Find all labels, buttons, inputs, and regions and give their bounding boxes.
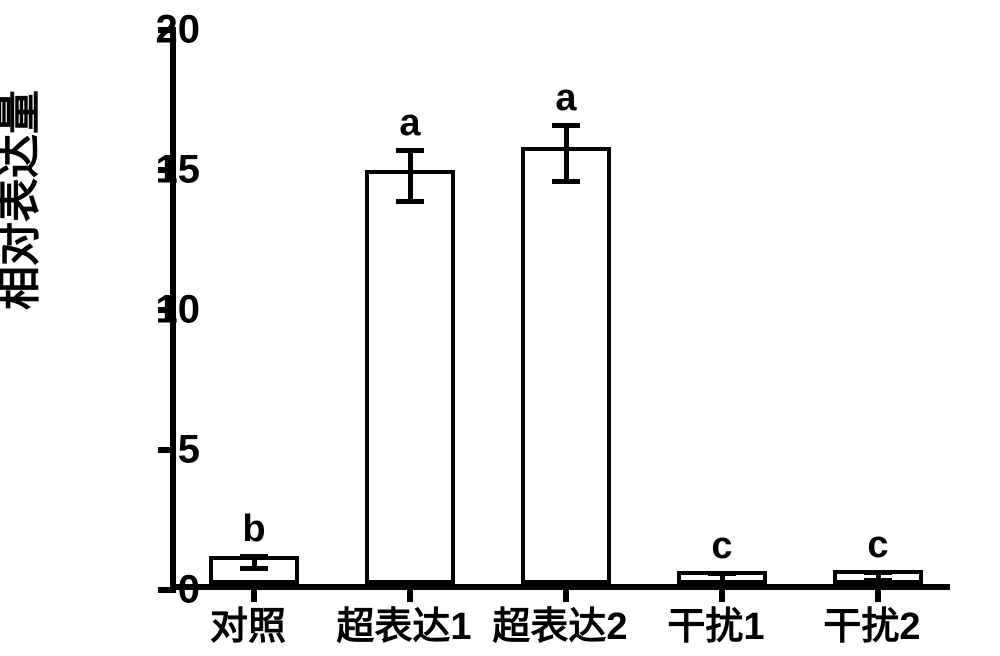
- x-tick-label: 超表达2: [492, 595, 627, 650]
- error-cap-top: [552, 123, 580, 128]
- error-cap-bottom: [240, 566, 268, 571]
- error-cap-bottom: [708, 580, 736, 585]
- significance-label: c: [867, 524, 888, 567]
- y-tick-label: 10: [156, 288, 201, 333]
- significance-label: a: [555, 77, 576, 120]
- x-tick-label: 干扰2: [823, 595, 920, 650]
- y-tick-label: 15: [156, 148, 201, 193]
- significance-label: a: [399, 102, 420, 145]
- chart-container: b a a c c: [170, 30, 950, 590]
- error-cap-top: [396, 148, 424, 153]
- y-tick: [158, 447, 176, 453]
- x-tick-label: 对照: [210, 595, 286, 650]
- error-cap-bottom: [396, 199, 424, 204]
- plot-area: b a a c c: [170, 30, 950, 590]
- error-bar: [408, 150, 413, 200]
- error-cap-bottom: [552, 179, 580, 184]
- y-tick-label: 5: [178, 428, 200, 473]
- error-cap-bottom: [864, 578, 892, 583]
- significance-label: c: [711, 525, 732, 568]
- bar: [521, 147, 611, 584]
- error-cap-top: [708, 571, 736, 576]
- bar: [365, 170, 455, 584]
- y-axis-label: 相对表达量: [0, 90, 47, 310]
- error-bar: [564, 125, 569, 181]
- error-cap-top: [240, 554, 268, 559]
- y-tick: [158, 587, 176, 593]
- error-cap-top: [864, 570, 892, 575]
- y-tick-label: 0: [178, 568, 200, 613]
- y-tick-label: 20: [156, 8, 201, 53]
- x-tick-label: 干扰1: [667, 595, 764, 650]
- x-tick-label: 超表达1: [336, 595, 471, 650]
- significance-label: b: [242, 508, 265, 551]
